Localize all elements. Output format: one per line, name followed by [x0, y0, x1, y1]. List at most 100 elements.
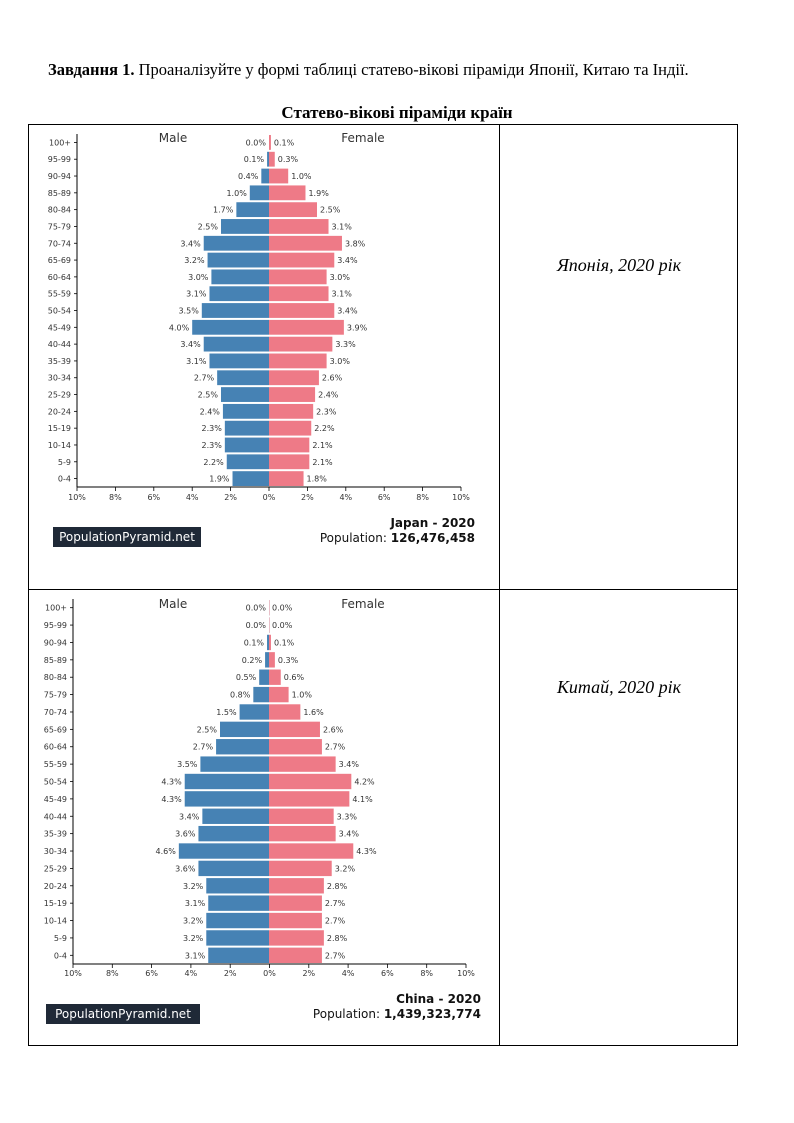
japan-value-male: 1.9%	[209, 475, 230, 484]
japan-bar-female	[269, 269, 327, 285]
china-x-tick-label: 10%	[64, 969, 82, 978]
china-bar-male	[206, 930, 269, 946]
japan-value-female: 1.0%	[291, 172, 312, 181]
china-value-female: 0.0%	[272, 604, 293, 613]
japan-value-male: 3.4%	[180, 239, 201, 248]
japan-bar-male	[201, 303, 269, 318]
china-age-label: 70-74	[44, 708, 67, 717]
japan-age-label: 0-4	[58, 475, 71, 484]
task-text: Проаналізуйте у формі таблиці статево-ві…	[134, 60, 689, 79]
china-bar-female	[269, 756, 336, 772]
china-value-female: 4.3%	[356, 847, 377, 856]
japan-bar-male	[249, 185, 269, 201]
japan-bar-female	[269, 252, 335, 268]
china-age-label: 95-99	[44, 621, 67, 630]
china-bar-female	[269, 825, 336, 842]
china-value-male: 0.8%	[230, 691, 251, 700]
japan-age-label: 70-74	[48, 239, 71, 248]
china-population: Population: 1,439,323,774	[313, 1007, 481, 1021]
japan-x-tick-label: 6%	[378, 493, 391, 502]
japan-bar-male	[222, 403, 269, 419]
china-value-male: 3.5%	[177, 760, 198, 769]
china-value-female: 1.0%	[292, 691, 313, 700]
china-bar-female	[269, 878, 324, 894]
japan-value-male: 0.4%	[238, 172, 259, 181]
china-value-male: 4.3%	[161, 795, 182, 804]
japan-bar-male	[203, 336, 269, 352]
china-x-tick-label: 2%	[224, 969, 237, 978]
china-watermark-bg	[46, 1004, 200, 1024]
japan-chart-title: Japan - 2020	[389, 516, 475, 530]
china-value-male: 3.2%	[183, 934, 204, 943]
japan-value-male: 2.5%	[198, 222, 219, 231]
japan-bar-female	[269, 168, 289, 184]
japan-bar-female	[269, 420, 312, 436]
china-bar-female	[269, 634, 271, 651]
japan-bar-male	[192, 319, 269, 335]
china-age-label: 10-14	[44, 917, 67, 926]
china-value-male: 3.1%	[185, 951, 206, 960]
japan-age-label: 30-34	[48, 374, 71, 383]
china-age-label: 5-9	[54, 934, 67, 943]
china-x-tick-label: 10%	[457, 969, 475, 978]
japan-bar-female	[269, 387, 316, 402]
japan-population-label: Population:	[320, 531, 391, 545]
japan-age-label: 75-79	[48, 222, 71, 231]
japan-value-male: 1.0%	[226, 189, 247, 198]
japan-x-tick-label: 4%	[186, 493, 199, 502]
table-divider-horizontal	[29, 589, 737, 590]
china-age-label: 90-94	[44, 638, 67, 647]
japan-value-male: 1.7%	[213, 206, 234, 215]
japan-value-female: 3.1%	[332, 290, 353, 299]
china-bar-male	[200, 756, 269, 772]
japan-value-male: 0.0%	[246, 138, 267, 147]
china-value-male: 3.6%	[175, 864, 196, 873]
china-value-male: 4.3%	[161, 778, 182, 787]
china-age-label: 100+	[45, 604, 67, 613]
japan-value-male: 3.1%	[186, 357, 207, 366]
china-value-female: 2.6%	[323, 725, 344, 734]
china-x-tick-label: 4%	[342, 969, 355, 978]
china-age-label: 20-24	[44, 882, 67, 891]
china-value-male: 3.1%	[185, 899, 206, 908]
japan-age-label: 15-19	[48, 424, 71, 433]
china-value-male: 3.2%	[183, 917, 204, 926]
china-bar-male	[206, 912, 269, 929]
japan-x-tick-label: 10%	[68, 493, 86, 502]
japan-legend-male: Male	[159, 131, 187, 145]
china-value-female: 0.3%	[278, 656, 299, 665]
japan-x-tick-label: 8%	[416, 493, 429, 502]
china-value-male: 0.0%	[246, 604, 267, 613]
japan-value-female: 2.1%	[312, 458, 333, 467]
japan-bar-female	[269, 471, 304, 486]
japan-bar-female	[269, 403, 314, 419]
china-x-tick-label: 4%	[185, 969, 198, 978]
china-value-female: 2.7%	[325, 917, 346, 926]
japan-value-male: 2.5%	[198, 391, 219, 400]
china-value-female: 0.6%	[284, 673, 305, 682]
china-bar-male	[220, 721, 269, 738]
japan-bar-male	[226, 454, 269, 470]
japan-bar-female	[269, 235, 342, 251]
japan-bar-male	[232, 471, 269, 486]
china-value-male: 0.0%	[246, 621, 267, 630]
china-age-label: 45-49	[44, 795, 67, 804]
china-bar-female	[269, 860, 332, 877]
china-x-tick-label: 6%	[145, 969, 158, 978]
china-value-female: 4.2%	[354, 778, 375, 787]
japan-x-tick-label: 2%	[224, 493, 237, 502]
japan-x-tick-label: 4%	[339, 493, 352, 502]
china-x-tick-label: 0%	[263, 969, 276, 978]
japan-value-female: 0.1%	[274, 138, 295, 147]
china-bar-male	[216, 739, 269, 755]
china-population-value: 1,439,323,774	[384, 1007, 481, 1021]
japan-value-female: 3.0%	[330, 273, 351, 282]
japan-bar-female	[269, 202, 317, 218]
china-bar-female	[269, 912, 322, 929]
japan-bar-male	[209, 286, 269, 302]
japan-age-label: 5-9	[58, 458, 71, 467]
japan-value-female: 3.9%	[347, 323, 368, 332]
china-bar-male	[202, 808, 269, 824]
china-value-male: 0.5%	[236, 673, 257, 682]
